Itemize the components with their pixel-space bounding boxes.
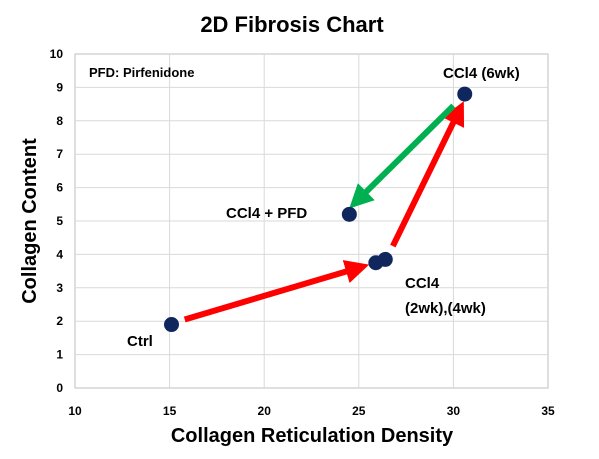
x-tick-label: 10 [68,404,82,418]
y-tick-label: 9 [56,80,63,94]
gridlines [75,54,548,388]
point-label-2wk-4wk: (2wk),(4wk) [405,300,486,317]
data-points [163,86,473,333]
x-tick-label: 15 [163,404,177,418]
y-tick-label: 10 [50,47,64,61]
x-axis-label: Collagen Reticulation Density [171,425,454,447]
x-tick-label: 30 [447,404,461,418]
y-tick-label: 4 [56,247,63,261]
data-point [457,86,473,102]
y-axis-label: Collagen Content [19,138,41,304]
red-arrow [390,101,465,248]
point-label-ccl4: CCl4 [405,275,440,292]
data-point [163,317,179,333]
data-point [341,206,357,222]
y-tick-label: 7 [56,147,63,161]
chart-title: 2D Fibrosis Chart [200,12,384,37]
data-point [377,251,393,267]
point-label-ctrl: Ctrl [127,333,153,350]
point-label-ccl4-pfd: CCl4 + PFD [226,205,307,222]
y-tick-label: 5 [56,214,63,228]
x-tick-label: 35 [541,404,555,418]
y-tick-label: 3 [56,281,63,295]
x-tick-label: 25 [352,404,366,418]
y-tick-label: 8 [56,114,63,128]
x-tick-labels: 10 15 20 25 30 35 [68,404,555,418]
y-tick-label: 0 [56,381,63,395]
y-tick-labels: 0 1 2 3 4 5 6 7 8 9 10 [50,47,64,395]
green-arrow [349,103,456,209]
y-tick-label: 1 [56,348,63,362]
x-tick-label: 20 [258,404,272,418]
red-arrow [183,260,370,323]
arrows [183,101,465,323]
point-label-ccl4-6wk: CCl4 (6wk) [443,65,520,82]
y-tick-label: 2 [56,314,63,328]
annotation-pfd: PFD: Pirfenidone [89,65,194,80]
y-tick-label: 6 [56,181,63,195]
